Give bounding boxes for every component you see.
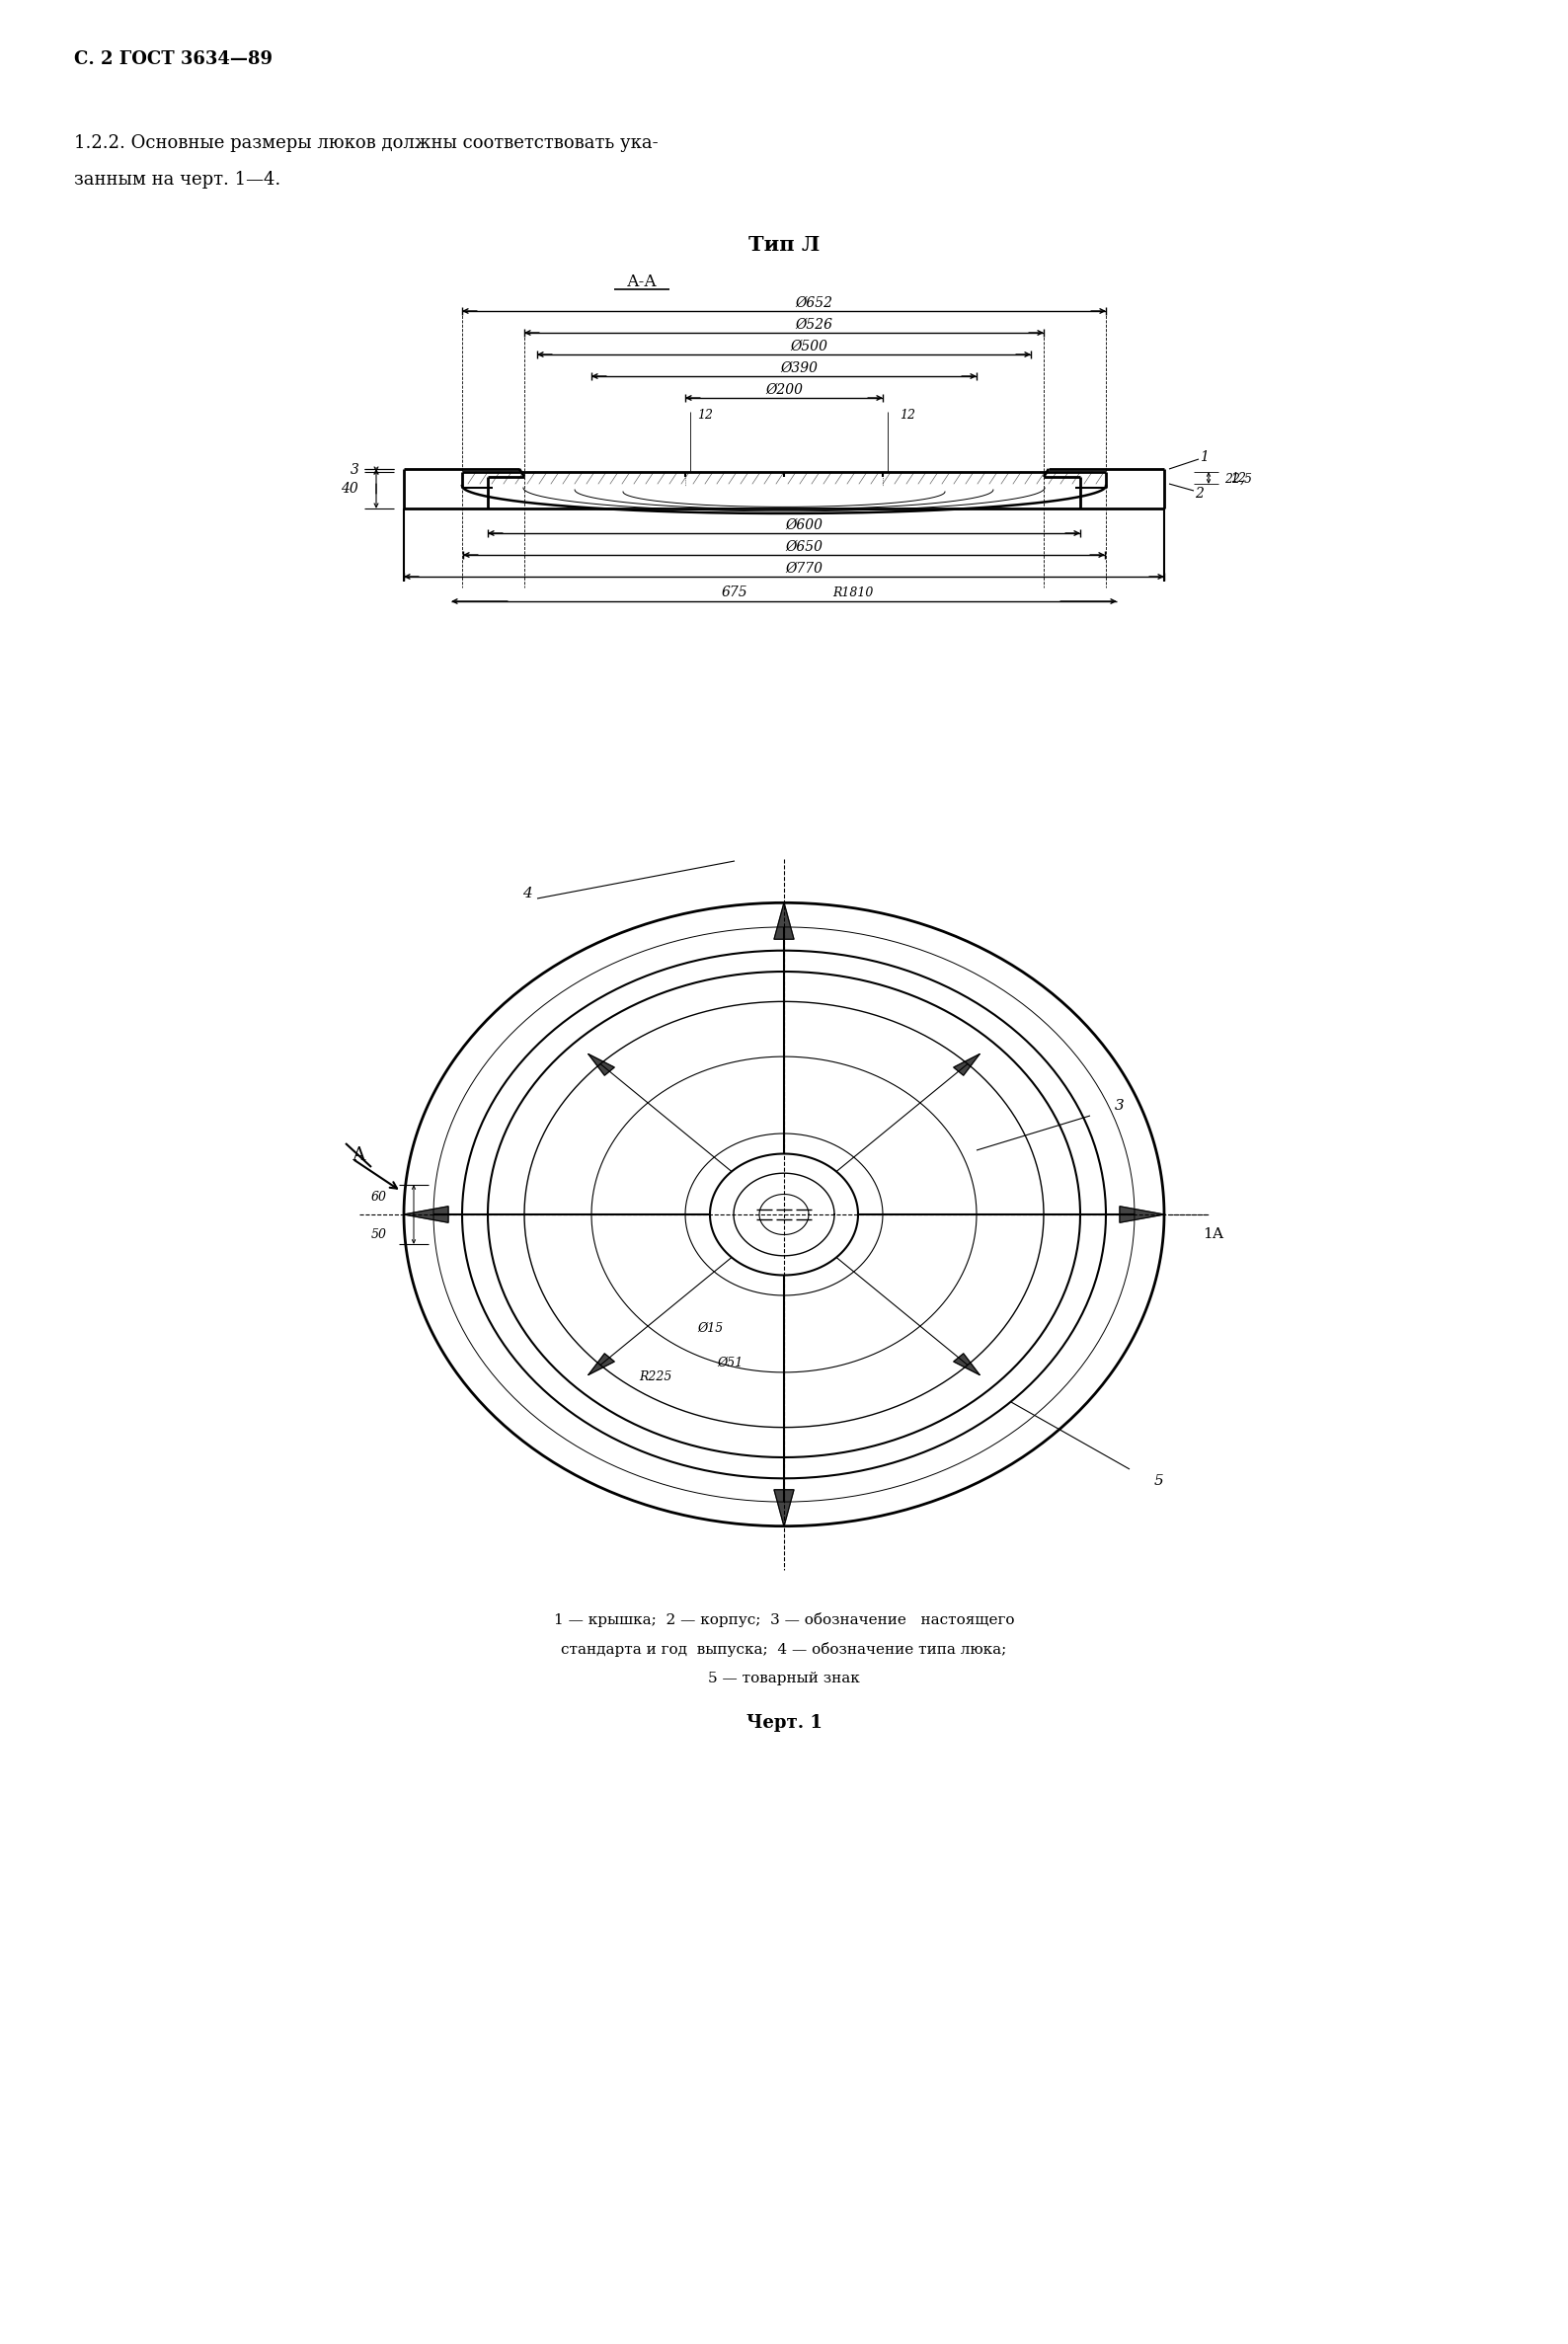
Text: А-А: А-А [627,272,657,291]
Text: Ø15: Ø15 [698,1322,723,1334]
Text: 12: 12 [698,410,713,422]
Text: Ø652: Ø652 [795,295,833,309]
Text: А: А [353,1146,367,1165]
Text: R1810: R1810 [833,586,873,598]
Text: стандарта и год  выпуска;  4 — обозначение типа люка;: стандарта и год выпуска; 4 — обозначение… [561,1641,1007,1657]
Text: Тип Л: Тип Л [748,234,820,255]
Text: 50: 50 [372,1228,387,1240]
Text: 1.2.2. Основные размеры люков должны соответствовать ука-: 1.2.2. Основные размеры люков должны соо… [74,134,659,152]
Text: 3: 3 [1115,1099,1124,1113]
Text: 675: 675 [721,586,748,600]
Text: Ø770: Ø770 [786,563,823,577]
Text: Ø390: Ø390 [779,361,817,375]
Text: 1: 1 [1200,450,1207,464]
Polygon shape [405,1207,448,1224]
Text: 4: 4 [522,886,532,900]
Text: 1 — крышка;  2 — корпус;  3 — обозначение   настоящего: 1 — крышка; 2 — корпус; 3 — обозначение … [554,1613,1014,1627]
Text: 60: 60 [372,1191,387,1202]
Text: 40: 40 [340,483,359,495]
Text: 3: 3 [350,464,359,478]
Polygon shape [775,1491,793,1526]
Text: Черт. 1: Черт. 1 [746,1713,822,1732]
Polygon shape [588,1055,615,1076]
Text: Ø51: Ø51 [717,1357,743,1369]
Polygon shape [588,1352,615,1376]
Text: 22,5: 22,5 [1225,473,1251,485]
Text: 5: 5 [1154,1474,1163,1488]
Text: С. 2 ГОСТ 3634—89: С. 2 ГОСТ 3634—89 [74,49,273,68]
Text: Ø200: Ø200 [765,382,803,396]
Text: Ø650: Ø650 [786,539,823,553]
Text: 12: 12 [900,410,916,422]
Polygon shape [775,902,793,940]
Polygon shape [953,1055,980,1076]
Polygon shape [1120,1207,1163,1224]
Text: 2: 2 [1195,488,1203,502]
Text: Ø600: Ø600 [786,518,823,532]
Text: Ø526: Ø526 [795,319,833,333]
Text: R225: R225 [640,1371,673,1383]
Polygon shape [953,1352,980,1376]
Text: занным на черт. 1—4.: занным на черт. 1—4. [74,171,281,188]
Text: 5 — товарный знак: 5 — товарный знак [709,1671,859,1685]
Text: 1А: 1А [1203,1228,1225,1240]
Text: Ø500: Ø500 [790,340,828,354]
Text: 12: 12 [1231,471,1247,485]
